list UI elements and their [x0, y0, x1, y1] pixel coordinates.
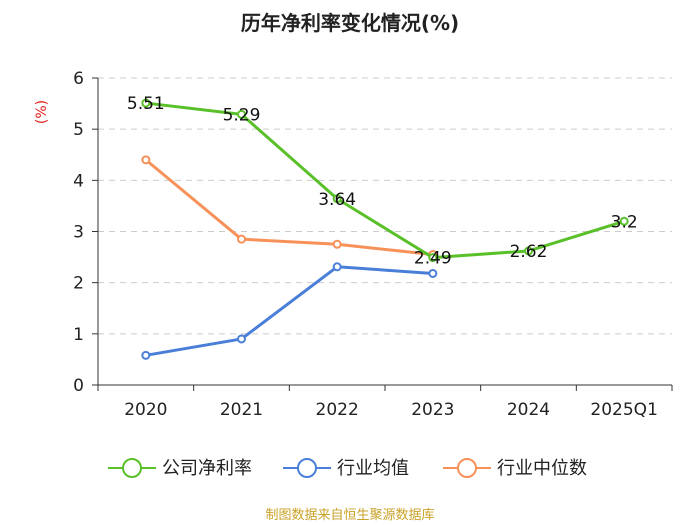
data-point [237, 334, 246, 344]
grid-lines [98, 77, 672, 335]
data-label: 2.49 [414, 249, 452, 269]
series-line-2 [144, 158, 433, 257]
data-label: 3.2 [611, 212, 638, 232]
y-tick-label: 2 [73, 274, 84, 294]
x-tick-label: 2020 [124, 400, 167, 420]
data-point [428, 253, 438, 263]
data-point [428, 268, 438, 278]
data-point [237, 109, 246, 119]
chart-title: 历年净利率变化情况(%) [241, 11, 459, 35]
y-tick-label: 0 [73, 376, 84, 396]
source-note: 制图数据来自恒生聚源数据库 [265, 507, 434, 523]
series-line-1 [145, 265, 433, 357]
x-tick-label: 2023 [411, 400, 454, 420]
x-tick-label: 2024 [507, 400, 550, 420]
data-point [619, 216, 629, 226]
data-point [332, 262, 342, 272]
legend-item-2[interactable]: 行业中位数 [443, 458, 587, 479]
legend-marker [122, 458, 142, 478]
y-tick-label: 5 [73, 120, 84, 140]
data-point [237, 234, 246, 244]
data-label: 3.64 [318, 190, 356, 210]
data-labels: 5.51 5.29 3.64 2.49 2.62 3.2 [127, 94, 638, 269]
legend-label: 公司净利率 [162, 458, 252, 479]
y-axis-label: (%) [34, 100, 50, 124]
legend-item-0[interactable]: 公司净利率 [108, 458, 252, 479]
data-label: 2.62 [510, 242, 548, 262]
data-point [141, 155, 151, 165]
series-lines [141, 98, 629, 360]
data-point [141, 98, 151, 108]
data-point [141, 350, 151, 360]
data-label: 5.51 [127, 94, 165, 114]
legend-label: 行业中位数 [497, 458, 587, 479]
y-tick-label: 6 [73, 69, 84, 89]
legend-marker [457, 458, 477, 478]
y-tick-label: 4 [73, 171, 84, 191]
y-tick-label: 3 [73, 223, 84, 243]
x-tick-label: 2025Q1 [590, 400, 657, 420]
data-point [332, 194, 342, 204]
legend[interactable]: 公司净利率 行业均值 行业中位数 [108, 458, 587, 479]
y-tick-label: 1 [73, 325, 84, 345]
x-tick-label: 2021 [220, 400, 263, 420]
legend-label: 行业均值 [337, 458, 409, 479]
data-point [524, 246, 533, 256]
legend-marker [297, 458, 317, 478]
series-line-0 [145, 101, 625, 260]
legend-item-1[interactable]: 行业均值 [283, 458, 409, 479]
axes: 0 1 2 3 4 5 6 2020 2021 2022 2023 2024 2025Q1 [73, 69, 673, 420]
data-label: 5.29 [223, 105, 261, 125]
x-tick-label: 2022 [316, 400, 359, 420]
data-point [332, 239, 342, 249]
